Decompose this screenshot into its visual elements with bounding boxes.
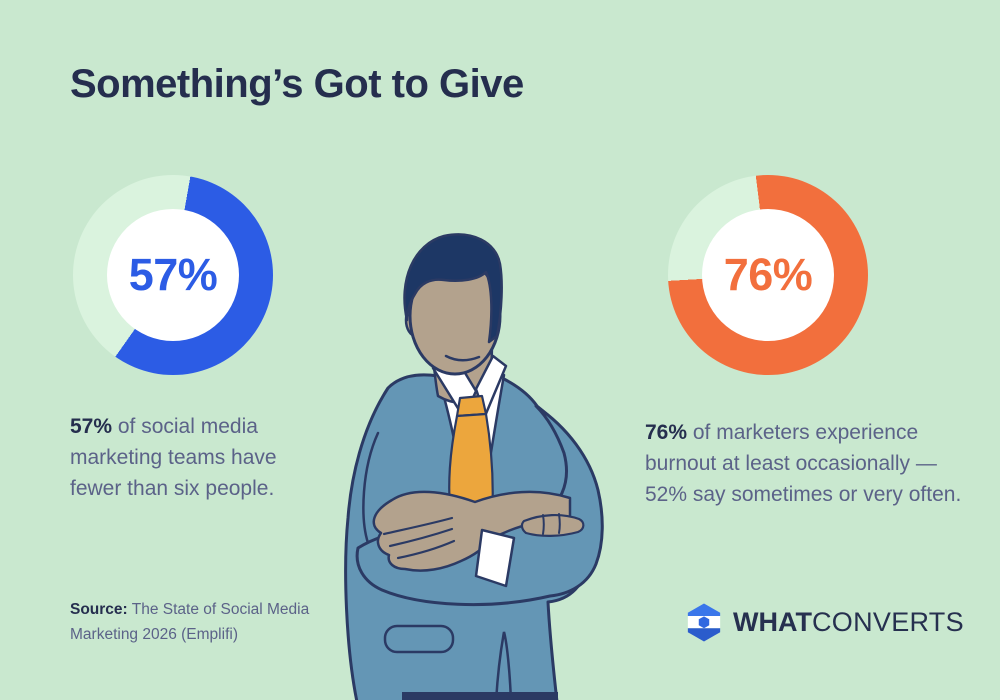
jacket-pocket: [383, 624, 455, 654]
donut-chart-76: 76%: [668, 175, 868, 375]
businessman-illustration: [344, 233, 604, 700]
mouth: [444, 354, 481, 362]
wordmark-bold: WHAT: [733, 607, 812, 637]
tie-knot: [455, 394, 488, 418]
gripping-fingers: [520, 514, 585, 537]
trouser-strip: [402, 692, 558, 700]
stat-highlight: 76%: [645, 421, 688, 444]
stat-body: of marketers experience burnout at least…: [645, 421, 962, 506]
hexagon-core: [698, 616, 710, 629]
whatconverts-logo: WHATCONVERTS: [685, 602, 964, 643]
suit-fold-line: [362, 431, 380, 545]
stat-text-right: 76% of marketers experience burnout at l…: [645, 417, 963, 510]
donut-center-label: 57%: [128, 249, 218, 300]
shirt-cuff: [474, 528, 516, 588]
whatconverts-logo-icon: [687, 603, 721, 642]
hexagon-top: [687, 603, 721, 617]
donut-center-label: 76%: [723, 249, 813, 300]
source-note: Source: The State of Social Media Market…: [70, 597, 322, 647]
stat-body: of social media marketing teams have few…: [70, 415, 277, 500]
page-title: Something’s Got to Give: [70, 62, 524, 106]
stat-highlight: 57%: [70, 415, 113, 438]
source-text: The State of Social Media Marketing 2026…: [70, 601, 310, 643]
donut-chart-57: 57%: [73, 175, 273, 375]
donut-hole: 57%: [107, 209, 239, 341]
finger-lines: [382, 516, 456, 560]
gripping-finger-lines: [542, 513, 561, 535]
source-label: Source:: [70, 601, 128, 618]
stat-text-left: 57% of social media marketing teams have…: [70, 411, 315, 504]
wordmark-regular: CONVERTS: [811, 607, 964, 637]
jacket-closure-lines: [494, 631, 513, 700]
hexagon-bottom: [687, 628, 721, 642]
hair: [403, 233, 503, 344]
donut-hole: 76%: [702, 209, 834, 341]
whatconverts-wordmark: WHATCONVERTS: [733, 607, 964, 638]
